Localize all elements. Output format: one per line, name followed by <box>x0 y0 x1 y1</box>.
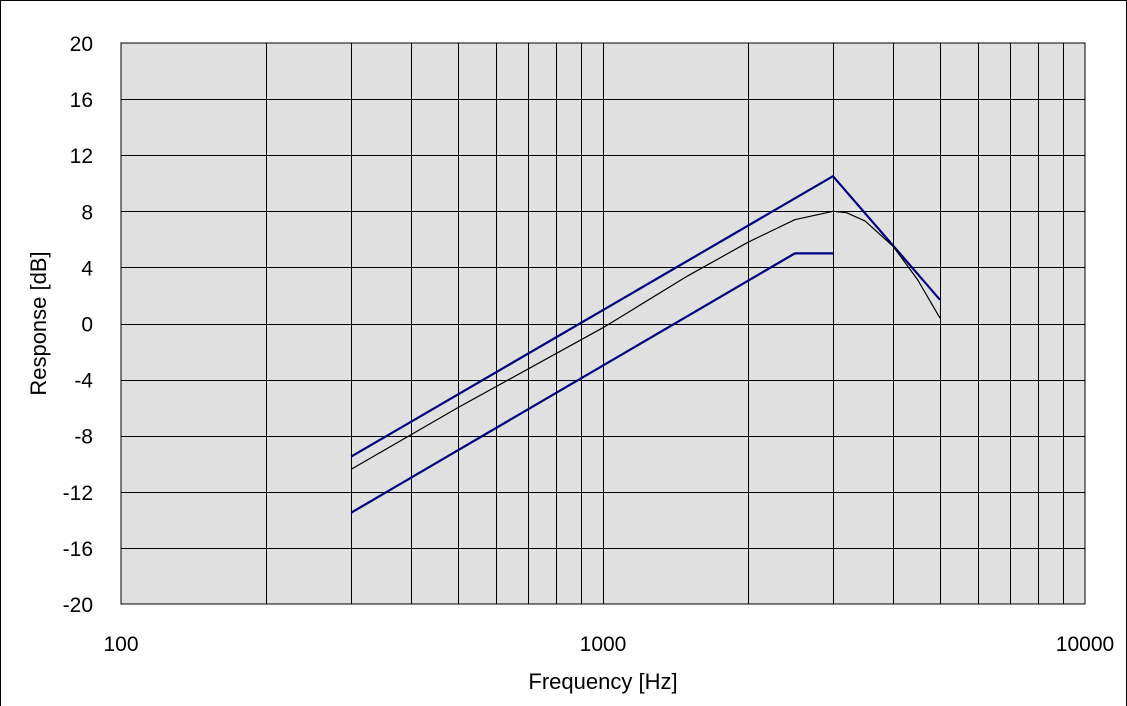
x-tick-label: 1000 <box>580 633 627 656</box>
series-layer <box>350 175 941 514</box>
y-tick-label: -16 <box>63 538 93 561</box>
y-axis-label: Response [dB] <box>26 251 51 395</box>
y-tick-labels: 20 16 12 8 4 0 -4 -8 -12 -16 -20 <box>63 33 94 617</box>
y-tick-label: 12 <box>70 145 93 168</box>
y-tick-label: -12 <box>63 482 93 505</box>
y-tick-label: 4 <box>81 257 93 280</box>
y-tick-label: -4 <box>74 370 93 393</box>
y-tick-label: -8 <box>74 426 93 449</box>
y-tick-label: -20 <box>63 594 93 617</box>
y-tick-label: 20 <box>70 33 93 56</box>
x-axis-label: Frequency [Hz] <box>528 669 677 694</box>
plot-border <box>120 42 1086 605</box>
grid <box>121 43 1085 604</box>
series-line-3 <box>350 210 941 470</box>
y-tick-label: 16 <box>70 89 93 112</box>
x-tick-labels: 100 1000 10000 <box>103 633 1114 656</box>
series-line-2 <box>350 252 833 514</box>
x-tick-label: 100 <box>103 633 138 656</box>
y-tick-label: 0 <box>81 314 93 337</box>
y-tick-label: 8 <box>81 201 93 224</box>
series-line-1 <box>350 175 941 458</box>
x-tick-label: 10000 <box>1056 633 1114 656</box>
